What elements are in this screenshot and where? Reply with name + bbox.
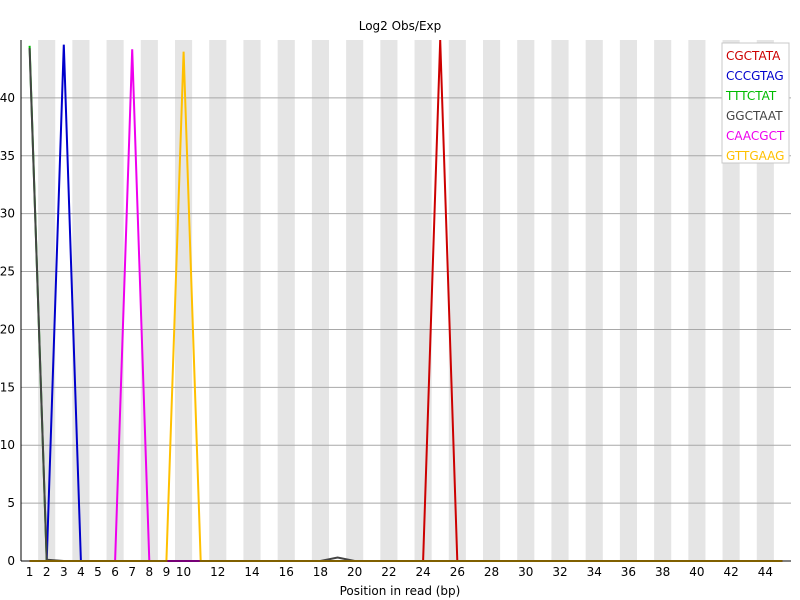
band (277, 40, 295, 561)
x-tick-label: 8 (146, 565, 154, 579)
band (380, 40, 398, 561)
legend-entry: CCCGTAG (726, 69, 784, 83)
x-tick-labels: 1 2 3 4 5 6 7 8 9 10 12 14 16 18 20 22 24 26 28 30 32 34 36 38 4… (26, 565, 773, 579)
x-tick-label: 10 (176, 565, 191, 579)
x-tick-label: 9 (163, 565, 171, 579)
axes (20, 40, 791, 562)
x-tick-label: 28 (484, 565, 499, 579)
x-tick-label: 36 (621, 565, 636, 579)
band (106, 40, 124, 561)
band (722, 40, 740, 561)
x-tick-label: 1 (26, 565, 34, 579)
band (414, 40, 432, 561)
x-tick-label: 18 (313, 565, 328, 579)
x-tick-label: 24 (415, 565, 430, 579)
x-tick-label: 12 (210, 565, 225, 579)
band (72, 40, 90, 561)
legend-entry: TTTCTAT (725, 89, 777, 103)
y-tick-label: 15 (0, 380, 15, 394)
chart-title: Log2 Obs/Exp (359, 19, 442, 33)
band (483, 40, 501, 561)
x-tick-label: 4 (77, 565, 85, 579)
y-tick-label: 5 (7, 496, 15, 510)
x-tick-label: 38 (655, 565, 670, 579)
y-tick-label: 20 (0, 322, 15, 336)
band (38, 40, 56, 561)
y-tick-label: 35 (0, 149, 15, 163)
band (517, 40, 535, 561)
band (243, 40, 261, 561)
x-tick-label: 5 (94, 565, 102, 579)
x-tick-label: 2 (43, 565, 51, 579)
x-tick-label: 3 (60, 565, 68, 579)
band (448, 40, 466, 561)
y-tick-labels: 0 5 10 15 20 25 30 35 40 (0, 91, 15, 568)
y-tick-label: 10 (0, 438, 15, 452)
legend-entry: CGCTATA (726, 49, 781, 63)
x-tick-label: 44 (758, 565, 773, 579)
x-tick-label: 34 (587, 565, 602, 579)
x-tick-label: 40 (689, 565, 704, 579)
x-tick-label: 32 (552, 565, 567, 579)
y-tick-label: 25 (0, 265, 15, 279)
legend-box (721, 42, 790, 164)
alternating-bands (38, 40, 774, 561)
band (654, 40, 672, 561)
band (619, 40, 637, 561)
x-tick-label: 26 (450, 565, 465, 579)
x-tick-label: 30 (518, 565, 533, 579)
x-tick-label: 42 (723, 565, 738, 579)
legend-entry: CAACGCT (726, 129, 785, 143)
x-tick-label: 6 (111, 565, 119, 579)
band (346, 40, 364, 561)
x-tick-label: 20 (347, 565, 362, 579)
x-tick-label: 7 (128, 565, 136, 579)
band (140, 40, 158, 561)
y-tick-label: 40 (0, 91, 15, 105)
y-tick-label: 0 (7, 554, 15, 568)
legend-entry: GTTGAAG (726, 149, 784, 163)
x-axis-label: Position in read (bp) (340, 584, 461, 598)
band (175, 40, 193, 561)
band (209, 40, 227, 561)
y-tick-label: 30 (0, 207, 15, 221)
x-tick-label: 14 (244, 565, 259, 579)
band (585, 40, 603, 561)
band (311, 40, 329, 561)
legend-entry: GGCTAAT (726, 109, 783, 123)
band (756, 40, 774, 561)
x-tick-label: 16 (279, 565, 294, 579)
band (688, 40, 706, 561)
legend: CGCTATA CCCGTAG TTTCTAT GGCTAAT CAACGCT GTTGA… (721, 42, 790, 164)
x-tick-label: 22 (381, 565, 396, 579)
band (551, 40, 569, 561)
